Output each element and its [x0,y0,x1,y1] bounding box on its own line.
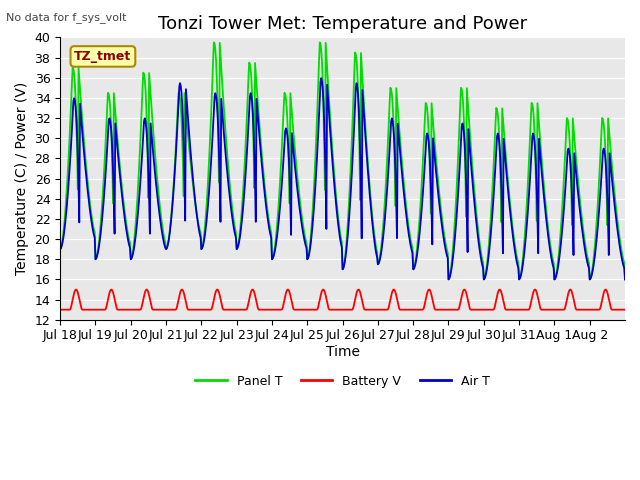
Line: Panel T: Panel T [60,42,625,279]
Air T [317,75,325,81]
Air T [134,217,141,223]
Air T [56,246,64,252]
Panel T [518,269,525,275]
Panel T [534,111,542,117]
Panel T [464,96,472,102]
Air T [445,276,452,282]
Air T [180,178,188,183]
Battery V [463,292,470,298]
Line: Battery V: Battery V [60,289,625,310]
Panel T [134,196,141,202]
Battery V [56,307,64,312]
Battery V [621,307,629,312]
Y-axis label: Temperature (C) / Power (V): Temperature (C) / Power (V) [15,82,29,275]
Panel T [210,39,218,45]
X-axis label: Time: Time [326,345,360,359]
Panel T [621,276,629,282]
Battery V [516,307,524,312]
Battery V [534,292,541,298]
Air T [518,271,525,276]
Legend: Panel T, Battery V, Air T: Panel T, Battery V, Air T [190,370,495,393]
Panel T [56,246,64,252]
Battery V [134,307,142,312]
Title: Tonzi Tower Met: Temperature and Power: Tonzi Tower Met: Temperature and Power [158,15,527,33]
Air T [534,251,542,256]
Text: TZ_tmet: TZ_tmet [74,50,132,63]
Battery V [181,296,189,302]
Battery V [72,287,80,292]
Battery V [65,307,73,312]
Line: Air T: Air T [60,78,625,279]
Panel T [65,147,73,153]
Panel T [180,90,188,96]
Text: No data for f_sys_volt: No data for f_sys_volt [6,12,127,23]
Panel T [445,276,452,282]
Air T [65,175,73,181]
Air T [464,249,472,255]
Air T [621,276,629,282]
